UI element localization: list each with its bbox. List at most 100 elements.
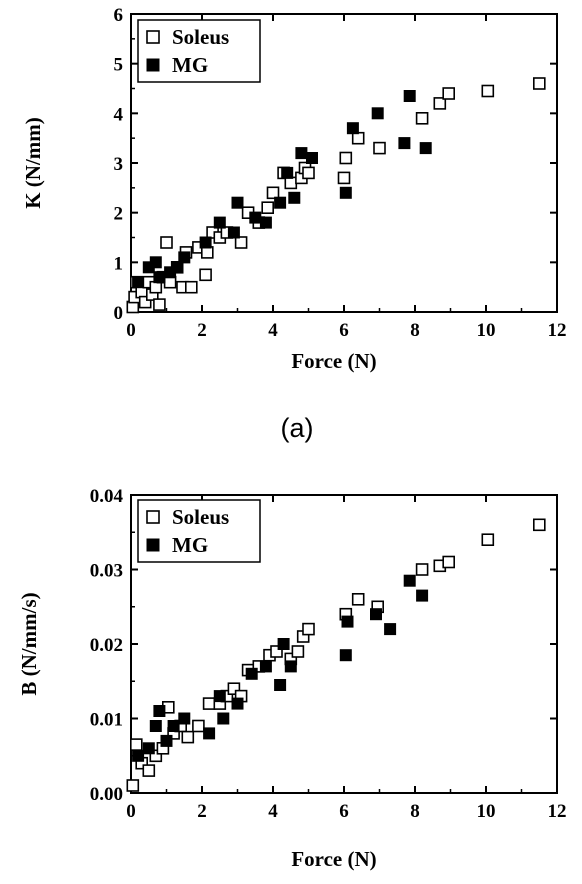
legend-label: Soleus: [172, 25, 229, 49]
point-soleus: [270, 645, 283, 658]
point-mg: [132, 749, 145, 762]
y-tick-label: 3: [114, 154, 124, 175]
point-soleus: [284, 176, 298, 190]
point-mg: [213, 216, 226, 229]
point-mg: [132, 276, 145, 289]
point-soleus: [351, 592, 365, 606]
legend-marker-mg: [146, 58, 160, 72]
point-soleus: [160, 236, 173, 249]
x-tick-label: 10: [477, 801, 496, 822]
x-axis-title: Force (N): [291, 349, 376, 373]
x-tick-label: 8: [410, 320, 420, 341]
point-mg: [227, 226, 240, 239]
point-mg: [339, 186, 352, 199]
point-mg: [213, 690, 226, 703]
point-mg: [398, 137, 411, 150]
panel-caption-a: (a): [281, 413, 314, 443]
point-soleus: [201, 246, 214, 259]
point-soleus: [185, 280, 198, 294]
point-soleus: [442, 555, 456, 569]
y-tick-label: 0.01: [90, 710, 123, 731]
point-soleus: [199, 268, 212, 282]
y-tick-label: 0.02: [90, 635, 123, 656]
point-soleus: [227, 682, 241, 696]
point-soleus: [192, 719, 205, 733]
point-mg: [167, 720, 180, 732]
point-soleus: [181, 730, 195, 744]
point-soleus: [302, 166, 315, 180]
point-mg: [249, 211, 262, 224]
point-soleus: [202, 697, 216, 710]
x-tick-label: 4: [268, 801, 278, 822]
point-mg: [178, 712, 191, 725]
x-tick-label: 2: [197, 320, 207, 341]
point-mg: [153, 271, 166, 284]
point-mg: [259, 660, 272, 673]
point-mg: [346, 122, 359, 135]
point-soleus: [351, 131, 365, 145]
point-mg: [416, 589, 429, 602]
legend-label: MG: [172, 533, 208, 557]
point-soleus: [266, 186, 280, 200]
point-soleus: [234, 236, 248, 249]
point-soleus: [149, 749, 163, 763]
point-mg: [274, 679, 287, 691]
point-soleus: [126, 779, 140, 792]
point-soleus: [433, 97, 447, 110]
point-mg: [259, 216, 272, 229]
point-mg: [281, 166, 294, 179]
point-soleus: [481, 84, 495, 98]
point-mg: [199, 236, 212, 249]
point-soleus: [442, 87, 456, 100]
point-mg: [203, 727, 216, 740]
y-axis-title: K (N/mm): [21, 117, 45, 209]
legend-label: MG: [172, 53, 208, 77]
point-mg: [284, 660, 297, 673]
y-tick-label: 0.00: [90, 784, 123, 805]
point-soleus: [373, 141, 386, 155]
point-mg: [277, 638, 290, 650]
x-tick-label: 2: [197, 801, 207, 822]
y-tick-label: 0.04: [90, 486, 124, 507]
y-tick-label: 1: [114, 253, 124, 274]
point-mg: [149, 720, 162, 732]
point-mg: [288, 191, 301, 204]
point-mg: [371, 107, 384, 120]
point-mg: [217, 712, 230, 725]
y-tick-label: 0: [114, 303, 124, 324]
point-soleus: [130, 738, 143, 751]
point-soleus: [339, 151, 353, 165]
point-mg: [403, 574, 416, 587]
x-tick-label: 0: [126, 801, 136, 822]
point-soleus: [532, 77, 546, 90]
point-mg: [341, 615, 354, 628]
point-soleus: [153, 298, 166, 311]
x-tick-label: 0: [126, 320, 136, 341]
y-tick-label: 6: [114, 5, 124, 26]
x-tick-label: 12: [548, 801, 567, 822]
x-tick-label: 4: [268, 320, 278, 341]
x-tick-label: 6: [339, 801, 349, 822]
legend-marker-soleus: [146, 510, 160, 524]
point-soleus: [415, 112, 429, 125]
point-mg: [339, 649, 352, 662]
point-mg: [370, 608, 382, 621]
point-mg: [231, 196, 244, 209]
point-mg: [295, 147, 308, 160]
legend-marker-mg: [146, 538, 160, 552]
point-mg: [231, 697, 244, 710]
x-tick-label: 8: [410, 801, 420, 822]
point-soleus: [261, 201, 275, 214]
point-soleus: [291, 645, 305, 658]
point-mg: [178, 251, 191, 264]
point-soleus: [337, 171, 351, 185]
x-tick-label: 6: [339, 320, 349, 341]
point-soleus: [415, 563, 429, 576]
point-soleus: [302, 622, 315, 636]
point-mg: [274, 196, 287, 209]
point-mg: [245, 667, 258, 680]
point-mg: [160, 734, 173, 747]
x-tick-label: 10: [477, 320, 496, 341]
